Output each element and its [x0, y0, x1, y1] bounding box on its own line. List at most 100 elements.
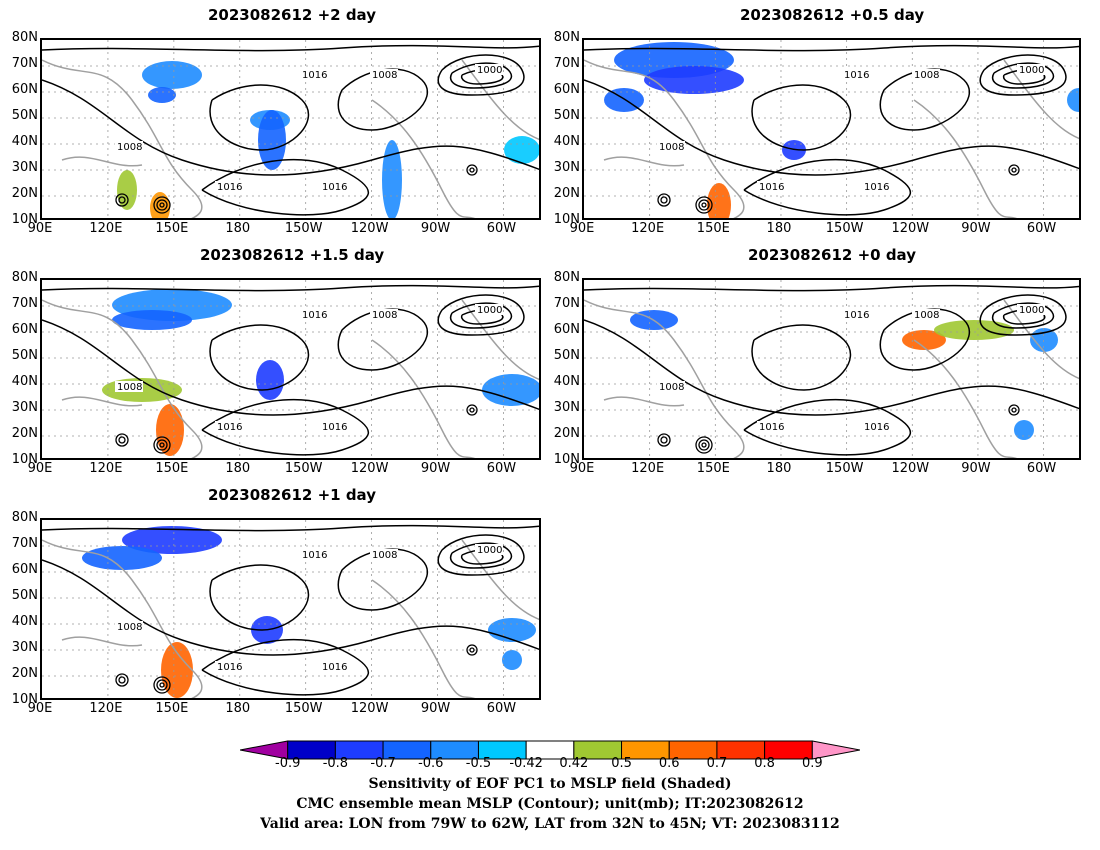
contour-label: 1016	[844, 310, 869, 321]
lon-tick-label: 150E	[155, 701, 189, 716]
sensitivity-shading	[148, 87, 176, 103]
coastline	[913, 99, 1017, 218]
lat-tick-label: 10N	[11, 692, 38, 707]
caption-line-1: Sensitivity of EOF PC1 to MSLP field (Sh…	[368, 776, 732, 792]
sensitivity-shading	[1014, 420, 1034, 440]
contour-label: 1016	[864, 182, 889, 193]
isobar-contour	[201, 398, 369, 456]
contour-label: 1016	[217, 662, 242, 673]
lon-tick-label: 180	[225, 701, 251, 716]
lat-tick-label: 30N	[553, 160, 580, 175]
low-pressure-contour	[153, 436, 171, 454]
low-pressure-contour	[695, 196, 713, 214]
coastline	[42, 299, 203, 458]
low-pressure-contour	[118, 676, 126, 684]
low-pressure-contour	[660, 196, 668, 204]
lat-tick-label: 20N	[11, 666, 38, 681]
lon-tick-label: 60W	[486, 701, 517, 716]
low-pressure-contour	[1008, 404, 1020, 416]
low-pressure-contour	[153, 196, 171, 214]
contour-label: 1008	[372, 550, 397, 561]
coastline	[584, 299, 745, 458]
lat-tick-label: 20N	[11, 186, 38, 201]
panel-title: 2023082612 +1 day	[208, 486, 376, 504]
isobar-contour	[201, 158, 369, 216]
contour-label: 1008	[117, 142, 142, 153]
lat-tick-label: 70N	[553, 56, 580, 71]
map-frame: 1016 1008 1000 1016 1016 1008	[582, 278, 1081, 460]
contour-label: 1016	[864, 422, 889, 433]
lat-tick-label: 30N	[11, 640, 38, 655]
low-pressure-contour	[115, 673, 129, 687]
low-pressure-contour	[159, 442, 165, 448]
map-plot: 1016 1008 1000 1016 1016 1008	[42, 520, 539, 698]
lat-tick-label: 60N	[11, 322, 38, 337]
isobar-contour	[42, 559, 539, 656]
lon-tick-label: 150W	[284, 221, 323, 236]
map-plot: 1016 1008 1000 1016 1016 1008	[42, 40, 539, 218]
low-pressure-contour	[660, 436, 668, 444]
low-pressure-contour	[466, 164, 478, 176]
lon-tick-label: 180	[225, 221, 251, 236]
lon-tick-label: 120W	[891, 461, 930, 476]
isobar-contour	[450, 62, 513, 89]
contour-label: 1008	[659, 382, 684, 393]
isobar-contour	[209, 564, 310, 631]
lat-tick-label: 70N	[11, 56, 38, 71]
low-pressure-contour	[156, 679, 168, 691]
contour-label: 1016	[217, 182, 242, 193]
coastline	[371, 99, 475, 218]
coastline	[371, 579, 475, 698]
contour-label: 1008	[372, 310, 397, 321]
lat-tick-label: 40N	[553, 134, 580, 149]
lon-tick-label: 120E	[631, 221, 665, 236]
low-pressure-contour	[115, 193, 129, 207]
low-pressure-contour	[469, 407, 475, 413]
sensitivity-shading	[1067, 88, 1079, 112]
lon-tick-label: 150E	[155, 221, 189, 236]
isobar-contour	[751, 84, 852, 151]
map-frame: 1016 1008 1000 1016 1016 1008	[582, 38, 1081, 220]
lon-tick-label: 150E	[696, 221, 730, 236]
lon-tick-label: 180	[766, 461, 792, 476]
isobar-contour	[584, 319, 1079, 416]
map-frame: 1016 1008 1000 1016 1016 1008	[40, 518, 541, 700]
contour-label: 1008	[372, 70, 397, 81]
contour-label: 1000	[477, 545, 502, 556]
lon-tick-label: 120W	[350, 221, 389, 236]
lon-tick-label: 120E	[89, 461, 123, 476]
lon-tick-label: 120E	[89, 701, 123, 716]
caption-line-2: CMC ensemble mean MSLP (Contour); unit(m…	[296, 796, 804, 812]
sensitivity-shading	[644, 66, 744, 94]
low-pressure-contour	[159, 682, 165, 688]
low-pressure-contour	[118, 436, 126, 444]
contour-label: 1000	[1019, 305, 1044, 316]
map-frame: 1016 1008 1000 1016 1016 1008	[40, 278, 541, 460]
low-pressure-contour	[698, 439, 710, 451]
isobar-contour	[42, 44, 539, 52]
contour-label: 1000	[477, 305, 502, 316]
lon-tick-label: 90E	[27, 701, 53, 716]
contour-label: 1016	[322, 662, 347, 673]
contour-label: 1016	[302, 70, 327, 81]
coastline	[61, 396, 143, 407]
isobar-contour	[584, 44, 1079, 52]
colorbar-level-label: 0.42	[559, 756, 589, 771]
contour-label: 1008	[117, 382, 142, 393]
lon-tick-label: 90E	[27, 461, 53, 476]
coastline	[913, 339, 1017, 458]
colorbar-level-label: -0.9	[275, 756, 301, 771]
isobar-contour	[450, 542, 513, 569]
contour-label: 1008	[914, 310, 939, 321]
lat-tick-label: 50N	[11, 108, 38, 123]
lat-tick-label: 80N	[11, 270, 38, 285]
panel-title: 2023082612 +0 day	[748, 246, 916, 264]
low-pressure-contour	[159, 202, 165, 208]
panel-title: 2023082612 +1.5 day	[200, 246, 385, 264]
low-pressure-contour	[153, 676, 171, 694]
lat-tick-label: 30N	[11, 160, 38, 175]
isobar-contour	[992, 62, 1055, 89]
lat-tick-label: 50N	[553, 348, 580, 363]
lon-tick-label: 60W	[486, 221, 517, 236]
colorbar-level-label: -0.42	[509, 756, 543, 771]
